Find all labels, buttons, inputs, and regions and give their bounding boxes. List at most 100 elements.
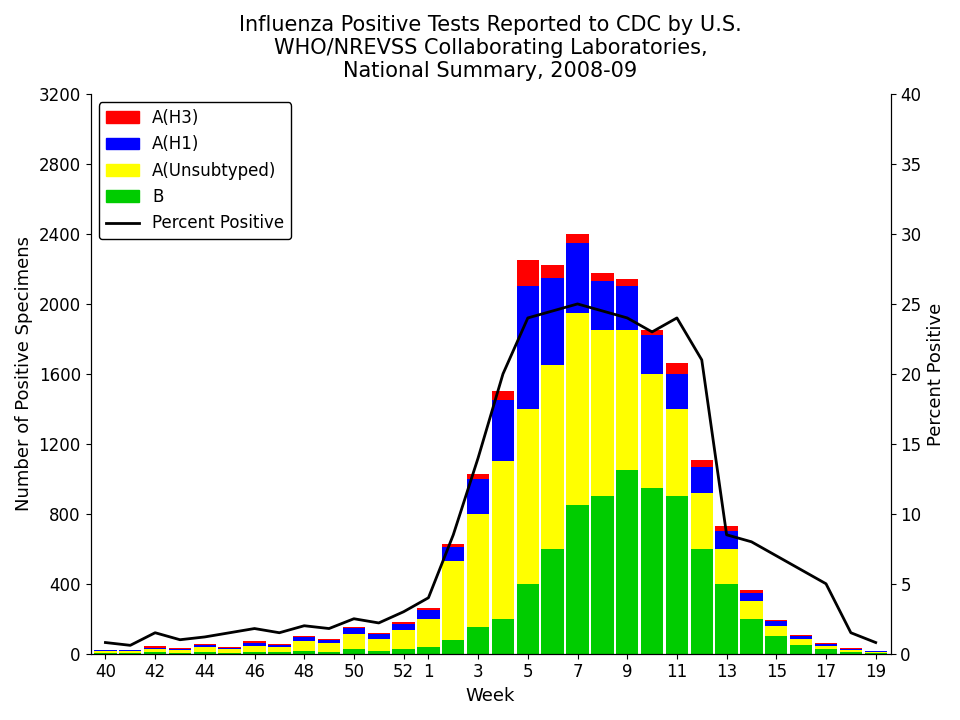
Bar bbox=[616, 279, 638, 287]
Bar bbox=[840, 649, 862, 650]
Bar bbox=[393, 649, 415, 654]
Bar bbox=[591, 274, 613, 282]
Bar bbox=[740, 590, 762, 593]
Bar bbox=[343, 634, 365, 649]
Bar bbox=[268, 645, 291, 647]
Bar bbox=[268, 647, 291, 652]
Bar bbox=[368, 639, 390, 651]
Bar bbox=[368, 633, 390, 634]
Bar bbox=[393, 622, 415, 624]
Bar bbox=[194, 647, 216, 652]
Bar bbox=[418, 610, 440, 618]
Bar bbox=[144, 648, 166, 649]
Bar bbox=[690, 549, 713, 654]
Bar bbox=[293, 637, 316, 641]
Bar bbox=[815, 649, 837, 654]
Bar bbox=[740, 601, 762, 618]
Bar bbox=[790, 645, 812, 654]
Bar bbox=[318, 652, 340, 654]
Bar bbox=[467, 479, 490, 514]
Bar bbox=[119, 651, 141, 653]
Bar bbox=[641, 336, 663, 374]
Bar bbox=[840, 650, 862, 652]
Bar bbox=[591, 330, 613, 496]
Y-axis label: Number of Positive Specimens: Number of Positive Specimens bbox=[15, 236, 33, 511]
Bar bbox=[665, 374, 688, 409]
Bar bbox=[790, 639, 812, 645]
Bar bbox=[194, 644, 216, 645]
Bar bbox=[865, 653, 887, 654]
Bar bbox=[566, 234, 588, 243]
X-axis label: Week: Week bbox=[466, 687, 516, 705]
Bar bbox=[492, 462, 515, 618]
Bar bbox=[665, 409, 688, 496]
Bar bbox=[243, 646, 266, 652]
Bar bbox=[144, 649, 166, 652]
Bar bbox=[715, 584, 738, 654]
Bar bbox=[144, 652, 166, 654]
Title: Influenza Positive Tests Reported to CDC by U.S.
WHO/NREVSS Collaborating Labora: Influenza Positive Tests Reported to CDC… bbox=[239, 15, 742, 81]
Bar bbox=[740, 618, 762, 654]
Bar bbox=[840, 652, 862, 654]
Bar bbox=[715, 549, 738, 584]
Bar bbox=[467, 514, 490, 628]
Bar bbox=[443, 561, 465, 640]
Bar bbox=[715, 526, 738, 531]
Bar bbox=[318, 643, 340, 652]
Bar bbox=[243, 643, 266, 646]
Bar bbox=[418, 608, 440, 610]
Bar bbox=[467, 474, 490, 479]
Bar bbox=[144, 647, 166, 648]
Bar bbox=[566, 312, 588, 505]
Bar bbox=[443, 640, 465, 654]
Bar bbox=[616, 287, 638, 330]
Bar bbox=[418, 647, 440, 654]
Bar bbox=[94, 649, 116, 650]
Bar bbox=[566, 243, 588, 312]
Bar bbox=[94, 650, 116, 652]
Bar bbox=[268, 644, 291, 645]
Bar bbox=[765, 620, 787, 621]
Bar bbox=[393, 630, 415, 649]
Y-axis label: Percent Positive: Percent Positive bbox=[927, 302, 945, 446]
Bar bbox=[194, 645, 216, 647]
Bar bbox=[566, 505, 588, 654]
Bar bbox=[293, 651, 316, 654]
Bar bbox=[467, 628, 490, 654]
Bar bbox=[293, 641, 316, 651]
Bar bbox=[368, 634, 390, 639]
Bar bbox=[765, 636, 787, 654]
Bar bbox=[690, 492, 713, 549]
Bar bbox=[815, 646, 837, 649]
Bar bbox=[641, 330, 663, 336]
Bar bbox=[194, 652, 216, 654]
Bar bbox=[541, 549, 564, 654]
Bar bbox=[343, 649, 365, 654]
Bar bbox=[516, 260, 539, 287]
Bar bbox=[393, 624, 415, 630]
Bar bbox=[318, 640, 340, 643]
Bar bbox=[169, 650, 191, 653]
Bar bbox=[591, 282, 613, 330]
Bar bbox=[219, 649, 241, 653]
Bar bbox=[715, 531, 738, 549]
Bar bbox=[641, 487, 663, 654]
Bar bbox=[343, 629, 365, 634]
Bar bbox=[815, 644, 837, 646]
Bar bbox=[591, 496, 613, 654]
Bar bbox=[541, 278, 564, 365]
Bar bbox=[516, 409, 539, 584]
Bar bbox=[443, 547, 465, 561]
Bar bbox=[790, 635, 812, 636]
Bar bbox=[443, 544, 465, 547]
Legend: A(H3), A(H1), A(Unsubtyped), B, Percent Positive: A(H3), A(H1), A(Unsubtyped), B, Percent … bbox=[99, 102, 291, 239]
Bar bbox=[690, 461, 713, 467]
Bar bbox=[318, 639, 340, 640]
Bar bbox=[94, 652, 116, 653]
Bar bbox=[665, 496, 688, 654]
Bar bbox=[541, 266, 564, 278]
Bar bbox=[219, 648, 241, 649]
Bar bbox=[169, 649, 191, 650]
Bar bbox=[665, 364, 688, 374]
Bar bbox=[492, 618, 515, 654]
